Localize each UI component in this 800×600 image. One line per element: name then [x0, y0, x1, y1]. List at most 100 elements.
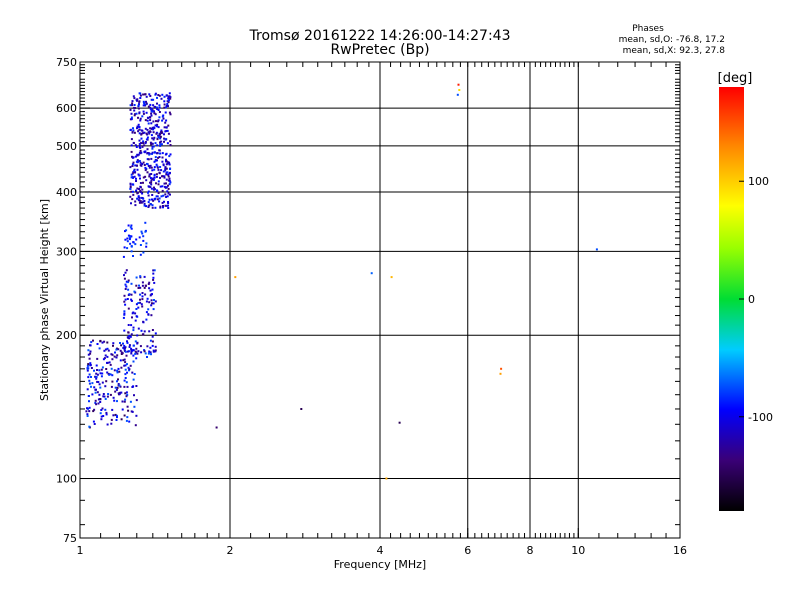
echo-point [124, 346, 126, 349]
echo-point [130, 352, 133, 355]
echo-point [139, 189, 142, 192]
echo-point [135, 284, 138, 287]
echo-point [156, 198, 159, 201]
echo-point [98, 393, 101, 396]
echo-point [137, 199, 140, 202]
echo-point [168, 99, 170, 102]
echo-point [120, 391, 123, 394]
echo-point [163, 200, 165, 203]
echo-point [159, 141, 161, 144]
echo-point [153, 198, 156, 201]
echo-point [100, 375, 103, 378]
echo-point [143, 286, 146, 289]
echo-point [166, 104, 169, 107]
y-tick-label: 100 [56, 473, 77, 486]
echo-point [157, 183, 160, 186]
echo-point [152, 350, 155, 353]
echo-point [154, 92, 157, 95]
echo-point [145, 162, 148, 165]
echo-point [144, 141, 147, 143]
echo-point [126, 363, 128, 366]
echo-point [169, 97, 172, 100]
echo-point [127, 288, 130, 291]
echo-point [115, 414, 118, 417]
echo-point [152, 131, 155, 134]
echo-point [138, 174, 141, 177]
echo-point [162, 117, 165, 120]
echo-point [155, 106, 158, 109]
echo-point [137, 173, 140, 176]
echo-point [139, 253, 142, 256]
echo-point [135, 308, 138, 310]
echo-point [157, 192, 160, 194]
echo-point [112, 344, 114, 347]
echo-point [97, 402, 100, 405]
echo-point [147, 313, 150, 316]
echo-point [142, 181, 144, 184]
echo-point [126, 350, 129, 353]
echo-point [150, 166, 153, 169]
echo-point [113, 369, 116, 372]
echo-point [91, 393, 94, 396]
echo-point [130, 333, 133, 336]
echo-point [130, 116, 133, 119]
echo-point [143, 102, 146, 105]
echo-point [93, 386, 96, 389]
echo-point [164, 153, 167, 156]
echo-point [163, 100, 166, 103]
echo-point [149, 339, 152, 342]
echo-point [135, 180, 137, 182]
echo-point [111, 353, 114, 356]
echo-point [123, 400, 126, 403]
echo-point [129, 186, 132, 188]
echo-point [106, 361, 109, 364]
echo-point [144, 127, 147, 130]
echo-point [149, 116, 152, 119]
echo-point [96, 369, 98, 371]
echo-point [127, 279, 130, 282]
echo-point [149, 346, 152, 349]
echo-point [140, 137, 143, 140]
echo-point [135, 112, 138, 115]
echo-point [135, 238, 138, 241]
echo-point [144, 119, 147, 122]
echo-point [152, 278, 155, 281]
echo-point [138, 128, 141, 131]
echo-point [144, 166, 147, 169]
echo-point [99, 401, 102, 403]
echo-point [153, 281, 156, 284]
y-tick-label: 200 [56, 329, 77, 342]
echo-point [152, 98, 155, 101]
echo-point [152, 104, 155, 107]
echo-point [139, 152, 142, 155]
echo-point [154, 159, 157, 162]
echo-point [163, 175, 166, 178]
echo-point [158, 94, 161, 97]
echo-point [124, 283, 127, 286]
echo-point [135, 189, 138, 192]
echo-point [105, 368, 108, 370]
echo-point [148, 350, 151, 353]
echo-point [130, 299, 133, 302]
echo-point [163, 103, 166, 106]
echo-point [154, 350, 157, 353]
echo-point [137, 302, 140, 304]
echo-point [167, 161, 170, 164]
echo-point [157, 156, 160, 159]
echo-point [142, 112, 145, 115]
echo-point [155, 125, 158, 128]
echo-point [499, 372, 502, 375]
echo-point [132, 329, 135, 332]
echo-point [156, 195, 159, 198]
echo-point [139, 298, 141, 301]
echo-point [147, 352, 150, 355]
echo-point [133, 104, 136, 106]
echo-point [135, 276, 138, 279]
chart-title: Tromsø 20161222 14:26:00-14:27:43 [249, 28, 511, 44]
echo-point [143, 204, 146, 207]
echo-point [117, 383, 120, 385]
echo-point [135, 347, 138, 350]
echo-point [159, 166, 162, 168]
echo-point [90, 367, 93, 369]
echo-point [112, 414, 115, 417]
